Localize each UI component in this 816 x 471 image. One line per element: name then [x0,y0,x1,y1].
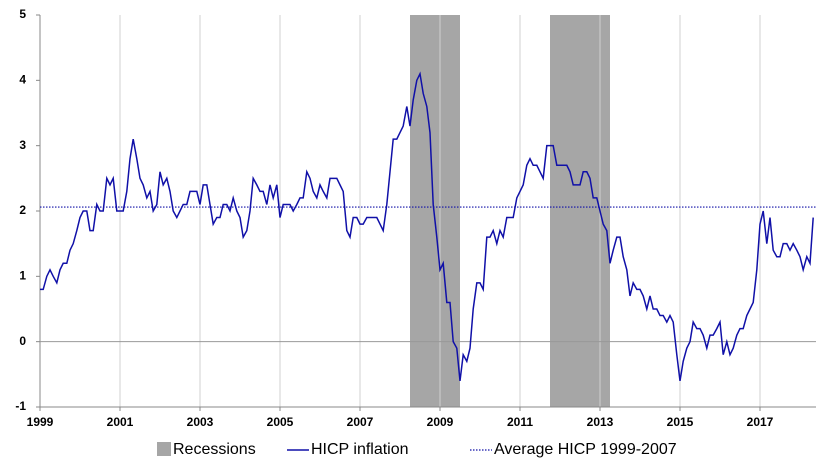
legend-label: Average HICP 1999-2007 [494,441,677,458]
x-tick-label: 2015 [667,415,694,429]
legend-label: HICP inflation [311,441,409,458]
x-tick-label: 2007 [347,415,374,429]
legend-swatch [157,442,171,456]
y-tick-label: -1 [15,399,26,413]
recession-band [550,15,610,407]
x-tick-label: 2003 [187,415,214,429]
x-tick-label: 2009 [427,415,454,429]
recession-band [410,15,460,407]
x-tick-label: 2005 [267,415,294,429]
y-tick-label: 1 [19,269,26,283]
y-tick-label: 3 [19,138,26,152]
x-tick-label: 2013 [587,415,614,429]
y-tick-label: 4 [19,73,26,87]
line-series [40,71,814,381]
x-tick-label: 1999 [27,415,54,429]
x-tick-label: 2017 [747,415,774,429]
x-tick-label: 2001 [107,415,134,429]
x-tick-label: 2011 [507,415,533,429]
y-tick-label: 2 [19,203,26,217]
y-tick-label: 5 [19,7,26,21]
y-tick-label: 0 [19,334,26,348]
legend-label: Recessions [173,441,256,458]
